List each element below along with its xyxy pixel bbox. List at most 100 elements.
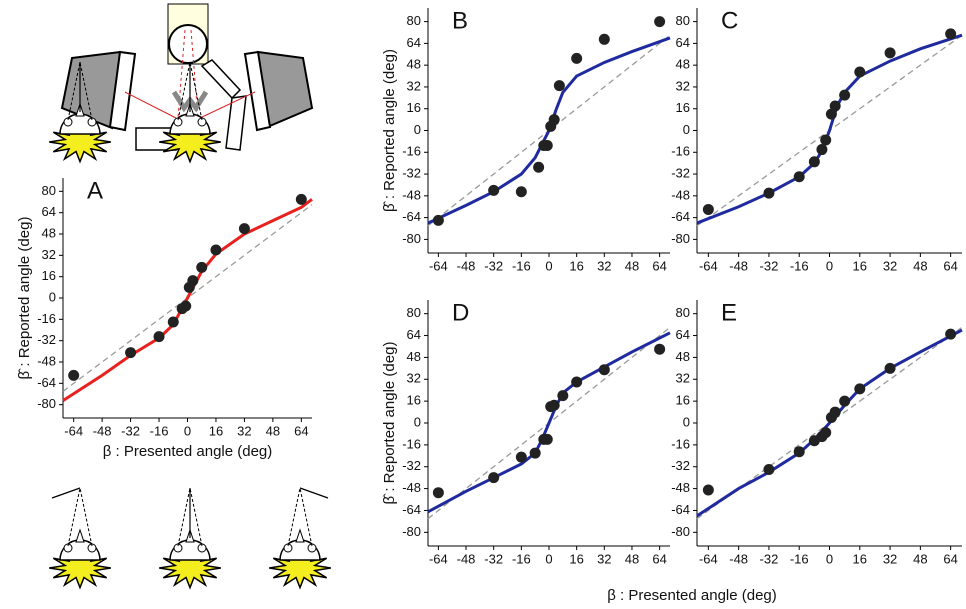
sight-line xyxy=(124,91,177,119)
x-tick-label: 0 xyxy=(826,258,833,273)
data-point xyxy=(541,433,553,445)
x-tick-label: -32 xyxy=(760,258,779,273)
data-point xyxy=(180,300,192,312)
y-tick-label: 48 xyxy=(407,349,421,364)
y-tick-label: 0 xyxy=(683,122,690,137)
data-point xyxy=(153,331,165,343)
x-tick-label: -48 xyxy=(457,258,476,273)
x-tick-label: 0 xyxy=(826,551,833,566)
data-point xyxy=(515,451,527,463)
data-point xyxy=(793,446,805,458)
panel-label: A xyxy=(87,177,103,204)
chart: -80 -64 -48 -32 -16 0 16 32 48 64 80 -64 -48 -32 -16 0 1… xyxy=(16,177,313,460)
x-tick-label: -64 xyxy=(429,258,448,273)
data-point xyxy=(541,139,553,151)
data-point xyxy=(820,134,832,146)
y-tick-label: 80 xyxy=(676,305,690,320)
x-tick-label: 16 xyxy=(853,551,867,566)
data-point xyxy=(825,108,837,120)
model-curve xyxy=(696,33,963,225)
data-point xyxy=(884,47,896,59)
chart: -80 -64 -48 -32 -16 0 16 32 48 64 80 -64 -48 -32 -16 0 1… xyxy=(381,299,671,566)
data-point xyxy=(808,156,820,168)
y-tick-label: -16 xyxy=(402,436,421,451)
x-tick-label: 48 xyxy=(913,551,927,566)
x-tick-label: 32 xyxy=(237,423,251,438)
data-point xyxy=(557,390,569,402)
data-point xyxy=(210,244,222,256)
data-point xyxy=(488,184,500,196)
x-tick-label: 48 xyxy=(913,258,927,273)
y-tick-label: 80 xyxy=(42,183,56,198)
data-point xyxy=(816,144,828,156)
data-point xyxy=(488,472,500,484)
y-tick-label: -80 xyxy=(402,524,421,539)
y-axis-label: β̂ : Reported angle (deg) xyxy=(16,217,33,380)
y-tick-label: -32 xyxy=(37,332,56,347)
shared-x-axis-label: β : Presented angle (deg) xyxy=(607,587,777,604)
gaze-arrow xyxy=(299,487,329,499)
camera xyxy=(168,24,208,64)
y-tick-label: 48 xyxy=(407,57,421,72)
x-tick-label: -16 xyxy=(512,258,531,273)
data-point xyxy=(553,80,565,92)
head-diagrams xyxy=(49,61,331,590)
gaze-arrow xyxy=(51,487,81,499)
panel-label: D xyxy=(452,299,469,326)
data-point xyxy=(829,100,841,112)
x-tick-label: -16 xyxy=(790,258,809,273)
y-tick-label: 32 xyxy=(407,371,421,386)
x-tick-label: 64 xyxy=(943,551,957,566)
nose xyxy=(75,528,85,543)
y-tick-label: 64 xyxy=(42,204,56,219)
data-point xyxy=(793,171,805,183)
y-tick-label: 80 xyxy=(676,13,690,28)
y-tick-label: 48 xyxy=(42,225,56,240)
y-tick-label: -16 xyxy=(402,144,421,159)
x-tick-label: 48 xyxy=(266,423,280,438)
data-point xyxy=(854,66,866,78)
x-tick-label: 16 xyxy=(569,258,583,273)
y-tick-label: -48 xyxy=(671,187,690,202)
data-point xyxy=(533,161,545,173)
data-point xyxy=(839,395,851,407)
y-tick-label: -32 xyxy=(671,165,690,180)
data-point xyxy=(187,275,199,287)
y-tick-label: 48 xyxy=(676,57,690,72)
x-tick-label: 48 xyxy=(625,551,639,566)
x-tick-label: -48 xyxy=(457,551,476,566)
data-point xyxy=(829,406,841,418)
chart: -80 -64 -48 -32 -16 0 16 32 48 64 80 -64 -48 -32 -16 0 1… xyxy=(671,299,963,566)
x-tick-label: -48 xyxy=(729,258,748,273)
data-point xyxy=(68,369,80,381)
x-tick-label: -48 xyxy=(93,423,112,438)
data-point xyxy=(884,362,896,374)
y-tick-label: 64 xyxy=(676,35,690,50)
data-point xyxy=(238,223,250,235)
nose xyxy=(295,528,305,543)
y-tick-label: 16 xyxy=(42,268,56,283)
arm xyxy=(200,59,242,100)
x-tick-label: -64 xyxy=(64,423,83,438)
y-tick-label: 32 xyxy=(676,371,690,386)
x-axis-label: β : Presented angle (deg) xyxy=(103,443,273,460)
y-tick-label: 64 xyxy=(407,327,421,342)
y-tick-label: 32 xyxy=(407,78,421,93)
data-point xyxy=(654,343,666,355)
y-tick-label: -80 xyxy=(402,231,421,246)
y-tick-label: -16 xyxy=(671,144,690,159)
data-point xyxy=(598,364,610,376)
x-tick-label: 32 xyxy=(883,258,897,273)
x-tick-label: 32 xyxy=(597,258,611,273)
y-tick-label: -32 xyxy=(402,165,421,180)
y-tick-label: -32 xyxy=(402,458,421,473)
y-tick-label: 0 xyxy=(414,122,421,137)
y-tick-label: -64 xyxy=(402,502,421,517)
y-tick-label: -64 xyxy=(671,502,690,517)
data-point xyxy=(125,347,137,359)
data-point xyxy=(702,203,714,215)
y-tick-label: -48 xyxy=(402,187,421,202)
y-tick-label: -64 xyxy=(402,209,421,224)
data-point xyxy=(432,487,444,499)
x-tick-label: 64 xyxy=(294,423,308,438)
